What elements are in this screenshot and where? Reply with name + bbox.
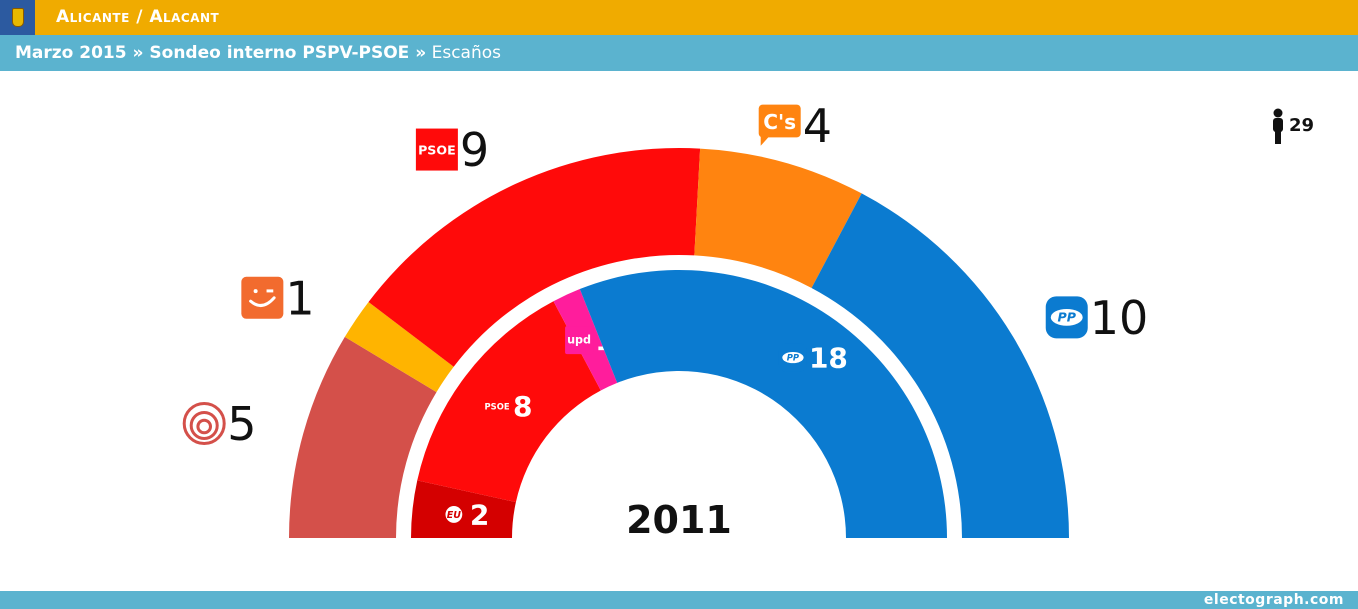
upyd-logo-icon: upd	[565, 326, 594, 355]
total-seats-value: 29	[1289, 115, 1315, 136]
svg-text:upd: upd	[567, 334, 591, 347]
seat-count-label: 8	[513, 390, 532, 423]
podemos-logo-icon	[241, 276, 284, 319]
pp-logo-icon: PP	[1045, 296, 1088, 339]
coat-of-arms-icon	[0, 0, 35, 35]
chart-subtitle: Marzo 2015 » Sondeo interno PSPV-PSOE » …	[15, 42, 501, 64]
seat-segment-podemos	[344, 301, 454, 393]
svg-text:PSOE: PSOE	[485, 401, 510, 411]
eu-logo-icon: EU	[439, 500, 468, 529]
inner-ring-year: 2011	[626, 498, 732, 542]
subtitle-poll-info: Marzo 2015 » Sondeo interno PSPV-PSOE »	[15, 43, 427, 63]
subheader-bar	[0, 35, 1358, 71]
header-bar	[0, 0, 1358, 35]
psoe-logo-icon: PSOE	[483, 392, 512, 421]
footer-credit: electograph.com	[1203, 592, 1344, 608]
seat-segment-pp	[811, 193, 1069, 538]
svg-text:C's: C's	[763, 110, 796, 134]
person-icon	[1273, 108, 1283, 144]
seat-count-label: 4	[803, 99, 832, 153]
seat-count-label: 9	[460, 123, 489, 177]
region-title: Alicante / Alacant	[56, 7, 220, 27]
total-seats: 29	[1268, 108, 1328, 146]
svg-text:PSOE: PSOE	[418, 143, 456, 158]
seat-segment-psoe	[368, 147, 701, 367]
seat-segment-cs	[694, 148, 862, 288]
psoe-logo-icon: PSOE	[415, 128, 458, 171]
subtitle-measure: Escaños	[431, 43, 502, 63]
cs-logo-icon: C's	[758, 104, 801, 146]
seat-count-label: 18	[809, 342, 848, 375]
pp-logo-icon: PP	[778, 343, 807, 372]
seat-count-label: 10	[1090, 291, 1149, 345]
seat-count-label: 2	[470, 499, 489, 532]
svg-text:PP: PP	[787, 352, 800, 362]
seat-segment-pp	[579, 270, 947, 538]
seat-count-label: 5	[227, 397, 256, 451]
svg-text:PP: PP	[1058, 310, 1077, 325]
seat-segment-comproms	[289, 336, 437, 538]
compromis-logo-icon	[182, 401, 226, 445]
svg-text:EU: EU	[447, 510, 462, 521]
footer-bar	[0, 591, 1358, 609]
seat-count-label: 1	[285, 271, 314, 325]
